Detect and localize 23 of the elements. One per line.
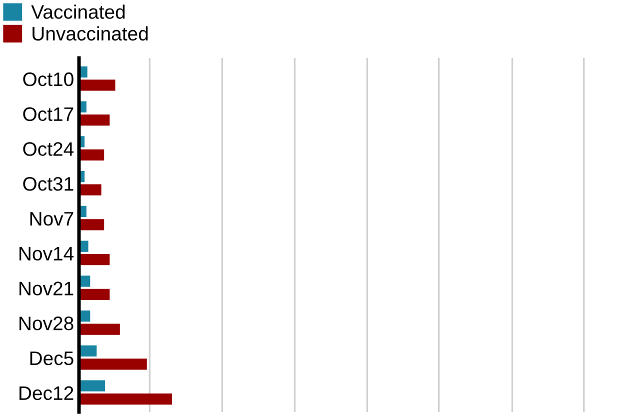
y-tick-label: Oct24 xyxy=(23,142,74,156)
y-tick-label: Oct31 xyxy=(23,177,74,191)
bar xyxy=(79,80,116,91)
bar xyxy=(79,184,102,196)
y-tick-label: Nov21 xyxy=(20,282,74,296)
y-tick-label: Nov14 xyxy=(20,246,74,261)
y-tick-label: Dec12 xyxy=(20,386,74,400)
bar xyxy=(79,114,110,126)
bar xyxy=(79,288,110,300)
legend-label: Unvaccinated xyxy=(32,26,148,41)
y-tick-label: Oct10 xyxy=(23,72,74,86)
bar xyxy=(79,380,106,392)
y-tick-label: Nov28 xyxy=(20,316,74,330)
bar xyxy=(79,149,104,161)
y-tick-label: Oct17 xyxy=(23,107,74,122)
bar xyxy=(79,219,104,230)
y-tick-label: Dec5 xyxy=(30,352,74,366)
bar xyxy=(79,254,110,266)
bar xyxy=(79,324,120,335)
y-tick-label: Nov7 xyxy=(30,212,74,226)
legend-label: Vaccinated xyxy=(31,4,125,19)
bar xyxy=(79,358,147,370)
bar xyxy=(79,394,172,405)
